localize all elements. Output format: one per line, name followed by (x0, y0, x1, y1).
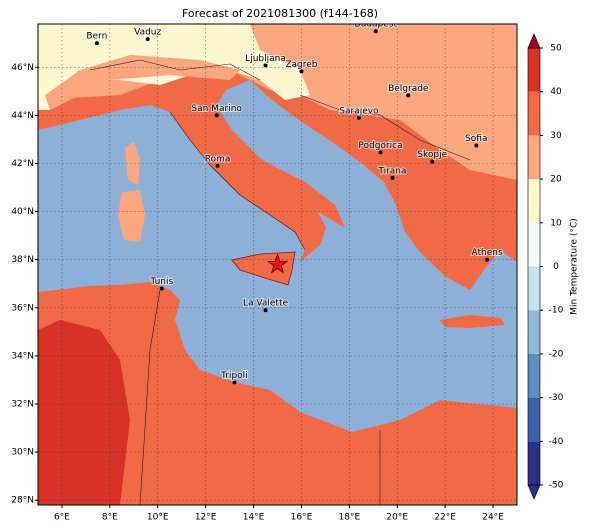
country-borders (89, 59, 471, 505)
x-tick-label: 20°E (386, 513, 408, 523)
city-label: Belgrade (388, 84, 429, 94)
city-dot (145, 37, 150, 42)
x-tick-label: 10°E (147, 513, 169, 523)
city-label: Zagreb (285, 60, 317, 70)
x-tick-label: 6°E (54, 513, 70, 523)
colorbar-band (528, 441, 540, 485)
city-label: Budapest (354, 20, 397, 30)
x-tick-label: 22°E (434, 513, 456, 523)
colorbar-tick-label: 0 (553, 262, 559, 272)
city-label: Tripoli (220, 371, 248, 381)
colorbar-arrow-top (527, 33, 541, 49)
colorbar-band (528, 135, 540, 180)
city-label: Athens (471, 248, 502, 258)
city-label: Sarajevo (339, 106, 379, 116)
city-dot (474, 143, 479, 148)
city-label: Roma (205, 154, 231, 164)
city-label: Tunis (149, 277, 173, 287)
y-tick-label: 40°N (11, 207, 34, 217)
x-tick-label: 18°E (339, 513, 361, 523)
city-dot (373, 29, 378, 34)
colorbar-tick-label: -40 (549, 437, 564, 447)
sardinia (118, 190, 145, 242)
colorbar-arrow-bottom (527, 484, 541, 500)
y-tick-label: 32°N (11, 399, 34, 409)
y-tick-label: 44°N (11, 111, 34, 121)
colorbar-tick-label: 40 (550, 87, 562, 97)
y-tick-label: 42°N (11, 159, 34, 169)
city-dot (430, 159, 435, 164)
colorbar-tick-label: 20 (550, 175, 562, 185)
city-label: La Valette (243, 299, 288, 309)
y-tick-label: 34°N (11, 351, 34, 361)
city-dot (215, 163, 220, 168)
y-tick-label: 36°N (11, 303, 34, 313)
colorbar-band (528, 353, 540, 398)
colorbar-band (528, 91, 540, 136)
city-dot (485, 257, 490, 262)
city-dot (299, 69, 304, 74)
x-tick-label: 24°E (482, 513, 504, 523)
colorbar-band (528, 48, 540, 92)
colorbar-tick-label: -20 (549, 349, 564, 359)
x-tick-label: 8°E (102, 513, 118, 523)
city-label: Tirana (377, 166, 406, 176)
city-dot (94, 41, 99, 46)
colorbar-band (528, 397, 540, 442)
x-tick-label: 14°E (243, 513, 265, 523)
corsica (125, 142, 140, 185)
city-label: Sofia (465, 134, 487, 144)
city-label: Skopje (417, 150, 447, 160)
colorbar-tick-label: 30 (550, 131, 562, 141)
hot-zone (38, 320, 130, 505)
title: Forecast of 2021081300 (f144-168) (182, 7, 378, 20)
city-dot (406, 93, 411, 98)
colorbar-band (528, 179, 540, 223)
city-label: Bern (86, 32, 107, 42)
x-tick-label: 12°E (195, 513, 217, 523)
y-tick-label: 38°N (11, 255, 34, 265)
colorbar-tick-label: 10 (550, 218, 562, 228)
colorbar-tick-label: -30 (549, 393, 564, 403)
coastline (169, 111, 306, 251)
crete (440, 315, 505, 328)
city-dot (214, 113, 219, 118)
x-tick-label: 16°E (291, 513, 313, 523)
city-dot (378, 150, 383, 155)
colorbar-band (528, 266, 540, 311)
y-tick-label: 28°N (11, 496, 34, 506)
colorbar-tick-label: 50 (550, 44, 562, 54)
city-dot (356, 115, 361, 120)
colorbar-label: Min Temperature (°C) (570, 218, 580, 315)
map-frame (37, 23, 518, 506)
city-dot (263, 63, 268, 68)
city-label: San Marino (191, 104, 242, 114)
city-label: Podgorica (358, 141, 402, 151)
y-tick-label: 46°N (11, 63, 34, 73)
city-dot (390, 175, 395, 180)
colorbar-tick-label: -10 (549, 306, 564, 316)
city-label: Ljubljana (245, 54, 286, 64)
colorbar-band (528, 222, 540, 267)
colorbar-band (528, 310, 540, 354)
city-dot (263, 308, 268, 313)
city-label: Vaduz (134, 28, 161, 38)
event-marker (266, 253, 289, 274)
city-dot (159, 286, 164, 291)
colorbar-tick-label: -50 (549, 481, 564, 491)
city-dot (232, 380, 237, 385)
y-tick-label: 30°N (11, 448, 34, 458)
